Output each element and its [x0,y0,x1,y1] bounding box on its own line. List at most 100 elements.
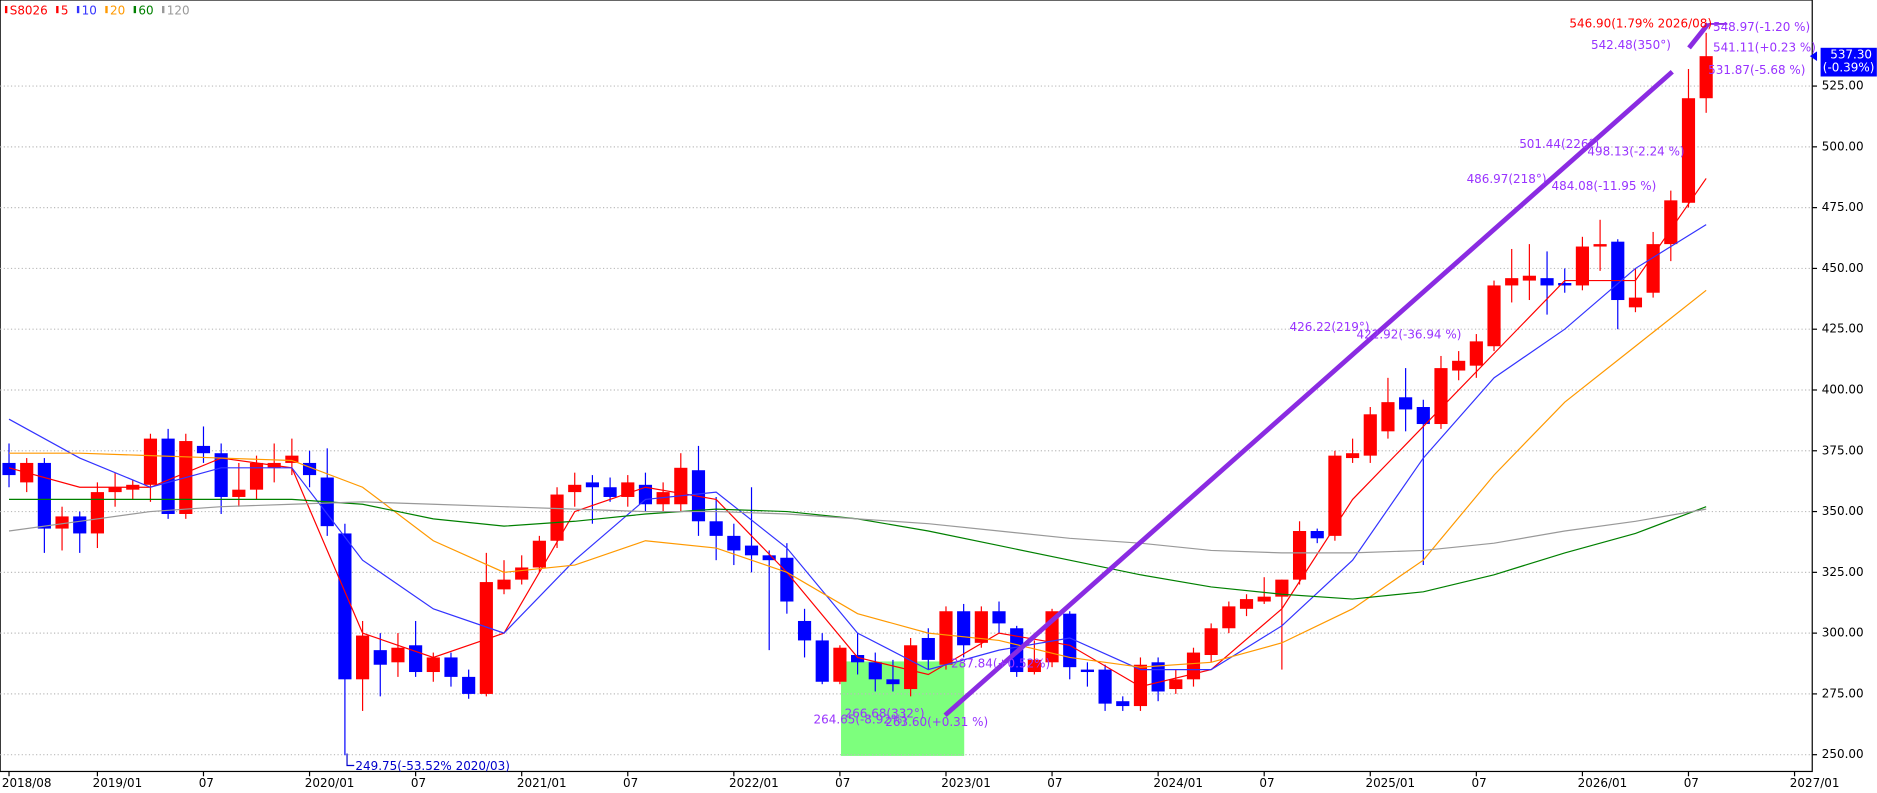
candle-body [904,645,918,690]
trend-line [943,69,1674,718]
last-change: (-0.39%) [1823,61,1875,75]
legend-label: S8026 [10,3,48,17]
candle-body [921,637,935,660]
x-tick-label: 2020/01 [305,776,355,790]
candle-body [1575,246,1589,286]
ma-line [9,289,1707,668]
annotation: 484.08(-11.95 %) [1551,179,1656,193]
x-tick-label: 07 [623,776,638,790]
ma-line [8,224,1707,671]
x-tick-label: 07 [1259,776,1274,790]
candle-body [1169,679,1183,690]
candle-body [1699,56,1713,99]
candle-body [780,557,794,602]
moving-averages [8,178,1707,688]
candle-body [2,462,16,476]
candle-body [833,647,847,682]
candle-body [1363,414,1377,456]
candle-body [1540,278,1554,286]
trend-line [1687,22,1711,50]
highlight-box [841,661,965,756]
annotation: 501.44(226°) [1519,137,1599,151]
y-tick-label: 500.00 [1822,139,1864,153]
annotation: 426.22(219°) [1290,320,1370,334]
x-tick-label: 07 [411,776,426,790]
x-tick-label: 2018/08 [2,776,52,790]
candle-body [1222,606,1236,629]
candle-body [1292,531,1307,580]
annotation: 287.84(+0.52%) [951,656,1050,670]
axes: 250.00 275.00 300.00 325.00 350.00 375.00 400.… [2,47,1877,790]
x-tick-label: 2025/01 [1365,776,1415,790]
candle-body [691,470,706,522]
candle-body [356,635,370,680]
candle-body [992,611,1006,624]
plot-frame [0,0,1813,773]
candle-body [974,611,988,643]
candle-body [1399,397,1413,410]
annotation: 264.65(-8.92%) [814,713,907,727]
candle-body [1646,244,1660,293]
last-price: 537.30 [1830,47,1872,61]
candle-body [1381,402,1395,432]
candle-body [709,521,723,536]
y-tick-label: 400.00 [1822,382,1864,396]
candle-body [462,676,476,694]
x-tick-label: 2026/01 [1578,776,1628,790]
x-tick-label: 2022/01 [729,776,779,790]
candle-body [1664,200,1678,245]
legend-swatch [76,5,80,14]
candle-body [815,640,829,682]
y-tick-label: 425.00 [1822,322,1864,336]
candle-body [73,516,87,534]
candle-body [1346,453,1360,459]
candle-body [1257,596,1271,602]
candle-body [1505,278,1519,286]
y-tick-label: 300.00 [1822,626,1864,640]
annotation: 548.97(-1.20 %) [1713,20,1810,34]
annotation: 531.87(-5.68 %) [1708,63,1805,77]
candle-body [479,582,493,694]
legend-swatch [4,5,8,14]
candle-body [1611,241,1625,301]
candle-body [1593,244,1607,247]
annotation: 422.92(-36.94 %) [1357,327,1462,341]
candle-body [1133,664,1148,707]
annotation: 486.97(218°) [1467,172,1547,186]
legend-swatch [162,5,165,14]
candle-body [603,487,617,497]
candle-body [1239,599,1254,609]
candle-body [1204,628,1218,656]
candle-body [37,462,51,529]
x-tick-label: 2021/01 [517,776,567,790]
x-tick-label: 07 [1684,776,1699,790]
trend-lines [346,22,1728,767]
candle-body [391,647,405,663]
last-price-pointer [1809,51,1818,61]
candle-body [338,533,352,680]
annotation: 498.13(-2.24 %) [1587,144,1684,158]
candle-body [1027,659,1041,673]
candle-body [1310,531,1324,539]
x-tick-label: 2019/01 [93,776,143,790]
candle-body [1558,283,1572,286]
candle-body [515,567,529,580]
candle-body [1275,579,1289,597]
candle-body [1681,98,1696,203]
y-tick-label: 375.00 [1822,443,1864,457]
x-tick-label: 2027/01 [1790,776,1840,790]
candle-body [426,657,440,673]
legend-swatch [105,5,108,14]
candle-body [1098,669,1112,704]
candle-body [1522,275,1536,281]
candle-body [196,445,211,454]
candle-body [1452,360,1466,371]
candle-body [161,438,175,514]
annotations: 249.75(-53.52% 2020/03) 546.90(1.79% 2026… [355,16,1816,773]
y-tick-label: 250.00 [1822,747,1864,761]
ma-line [8,501,1707,554]
x-tick-label: 2024/01 [1153,776,1203,790]
y-tick-label: 525.00 [1822,79,1864,93]
candle-body [762,555,776,561]
x-tick-label: 07 [1472,776,1487,790]
